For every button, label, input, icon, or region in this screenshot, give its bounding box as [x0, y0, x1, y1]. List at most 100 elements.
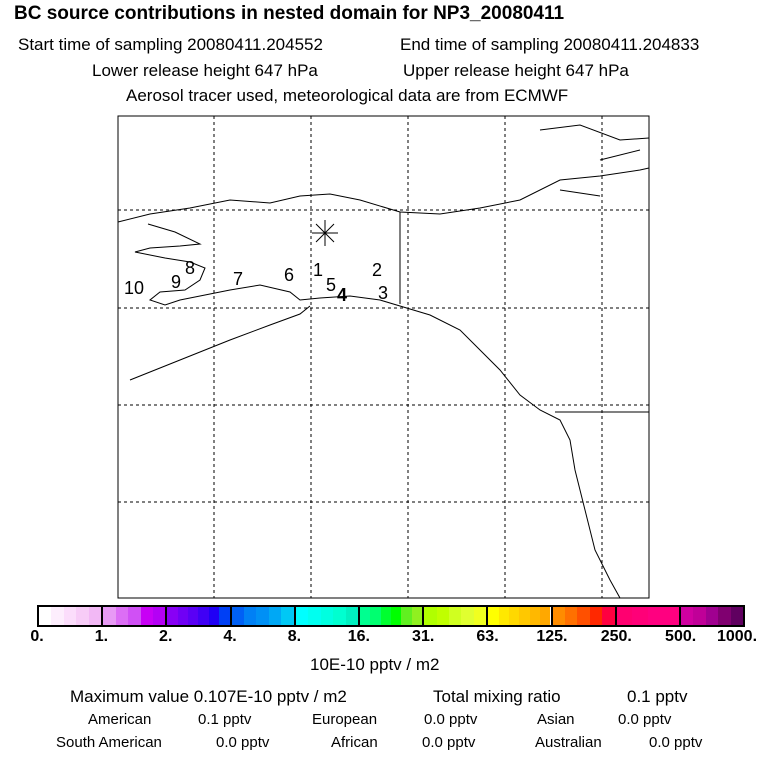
region-european-label: European	[312, 711, 378, 728]
colorbar-cell	[63, 607, 77, 625]
colorbar-segment	[616, 607, 681, 625]
colorbar-cell	[461, 607, 474, 625]
total-mixing-ratio-value: 0.1 pptv	[627, 687, 688, 706]
colorbar-cell	[177, 607, 189, 625]
colorbar	[37, 605, 745, 627]
region-european-value: 0.0 pptv	[424, 711, 478, 728]
colorbar-cell	[51, 607, 64, 625]
colorbar-cell	[380, 607, 392, 625]
map-frame	[117, 115, 650, 599]
colorbar-tick-label: 1.	[94, 628, 109, 645]
source-label-2: 2	[372, 260, 383, 280]
coastlines	[117, 124, 650, 599]
colorbar-cell	[424, 607, 437, 625]
colorbar-segment	[424, 607, 489, 625]
colorbar-cell	[152, 607, 166, 625]
region-australian-label: Australian	[535, 734, 602, 751]
colorbar-cell	[219, 607, 230, 625]
colorbar-tick-label: 2.	[159, 628, 173, 645]
colorbar-cell	[115, 607, 129, 625]
region-american-value: 0.1 pptv	[198, 711, 252, 728]
colorbar-cell	[208, 607, 220, 625]
source-label-6: 6	[284, 265, 295, 285]
colorbar-cell	[577, 607, 590, 625]
region-south-american-value: 0.0 pptv	[216, 734, 270, 751]
source-label-3: 3	[378, 283, 389, 303]
source-label-7: 7	[233, 269, 244, 289]
source-label-8: 8	[185, 258, 196, 278]
colorbar-cell	[529, 607, 541, 625]
colorbar-cell	[449, 607, 462, 625]
colorbar-tick-label: 0.	[30, 628, 44, 645]
colorbar-cell	[39, 607, 52, 625]
maximum-value: Maximum value 0.107E-10 pptv / m2	[70, 687, 347, 706]
colorbar-cell	[370, 607, 381, 625]
colorbar-cell	[308, 607, 321, 625]
source-label-10: 10	[124, 278, 145, 298]
colorbar-cell	[244, 607, 257, 625]
colorbar-tick-label: 1000.	[716, 628, 758, 645]
region-african-value: 0.0 pptv	[422, 734, 476, 751]
colorbar-cell	[188, 607, 199, 625]
colorbar-tick-label: 31.	[412, 628, 435, 645]
colorbar-cell	[663, 607, 679, 625]
colorbar-cell	[128, 607, 141, 625]
colorbar-segment	[295, 607, 360, 625]
colorbar-tick-label: 125.	[536, 628, 568, 645]
colorbar-segment	[231, 607, 296, 625]
colorbar-cell	[401, 607, 412, 625]
colorbar-cell	[602, 607, 615, 625]
colorbar-cell	[359, 607, 371, 625]
colorbar-segment	[167, 607, 232, 625]
colorbar-cell	[509, 607, 520, 625]
colorbar-cell	[167, 607, 178, 625]
colorbar-cell	[540, 607, 551, 625]
colorbar-cell	[281, 607, 294, 625]
colorbar-cell	[519, 607, 530, 625]
colorbar-cell	[718, 607, 731, 625]
colorbar-cell	[498, 607, 510, 625]
colorbar-cell	[268, 607, 282, 625]
colorbar-cell	[88, 607, 102, 625]
colorbar-cell	[333, 607, 346, 625]
region-asian-label: Asian	[537, 711, 575, 728]
end-time: End time of sampling 20080411.204833	[400, 35, 700, 54]
colorbar-cell	[320, 607, 334, 625]
colorbar-cell	[564, 607, 578, 625]
colorbar-tick-label: 500.	[665, 628, 697, 645]
colorbar-unit: 10E-10 pptv / m2	[310, 655, 440, 674]
source-label-1: 1	[313, 260, 324, 280]
colorbar-cell	[473, 607, 487, 625]
colorbar-cell	[632, 607, 648, 625]
colorbar-cell	[730, 607, 744, 625]
colorbar-cell	[391, 607, 402, 625]
colorbar-cell	[552, 607, 565, 625]
colorbar-segment	[680, 607, 744, 625]
tracer-info: Aerosol tracer used, meteorological data…	[126, 86, 569, 105]
colorbar-cell	[231, 607, 244, 625]
total-mixing-ratio-label: Total mixing ratio	[433, 687, 561, 706]
colorbar-cell	[680, 607, 694, 625]
colorbar-cell	[345, 607, 358, 625]
colorbar-cell	[256, 607, 269, 625]
colorbar-cell	[488, 607, 499, 625]
region-asian-value: 0.0 pptv	[618, 711, 672, 728]
colorbar-cell	[103, 607, 116, 625]
region-australian-value: 0.0 pptv	[649, 734, 703, 751]
colorbar-cell	[693, 607, 706, 625]
colorbar-segment	[39, 607, 104, 625]
lower-release-height: Lower release height 647 hPa	[92, 61, 318, 80]
region-american-label: American	[88, 711, 152, 728]
colorbar-tick-label: 63.	[476, 628, 499, 645]
colorbar-cell	[295, 607, 309, 625]
colorbar-cell	[616, 607, 633, 625]
colorbar-segment	[552, 607, 617, 625]
graticule	[118, 116, 649, 598]
colorbar-tick-label: 4.	[223, 628, 237, 645]
region-african-label: African	[331, 734, 378, 751]
source-label-4: 4	[337, 285, 348, 305]
colorbar-cell	[589, 607, 603, 625]
source-label-9: 9	[171, 272, 182, 292]
colorbar-cell	[411, 607, 423, 625]
